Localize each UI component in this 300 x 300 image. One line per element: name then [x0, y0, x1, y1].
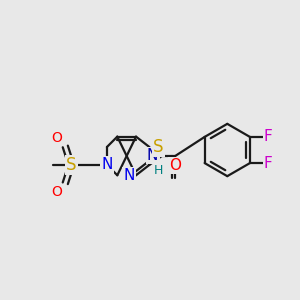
- Text: F: F: [264, 156, 273, 171]
- Text: F: F: [264, 129, 273, 144]
- Text: H: H: [154, 164, 164, 177]
- Text: S: S: [153, 138, 164, 156]
- Text: O: O: [51, 131, 62, 145]
- Text: O: O: [51, 185, 62, 199]
- Text: N: N: [123, 168, 134, 183]
- Text: O: O: [169, 158, 181, 173]
- Text: N: N: [101, 158, 112, 172]
- Text: S: S: [66, 156, 76, 174]
- Text: N: N: [147, 148, 158, 163]
